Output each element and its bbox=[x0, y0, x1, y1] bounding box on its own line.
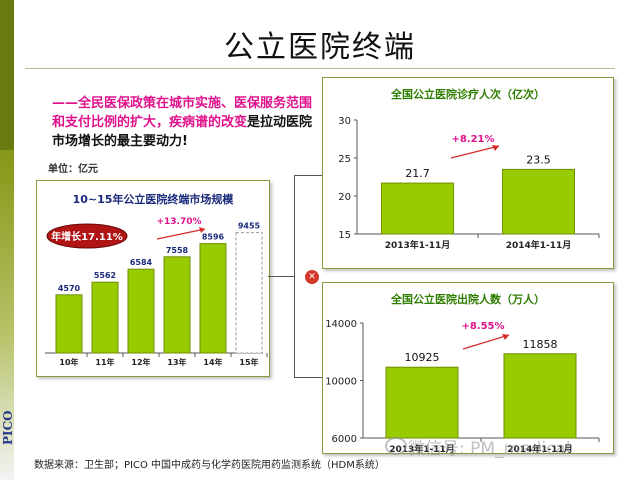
bar-12年 bbox=[127, 268, 155, 354]
bar-2013年1-11月 bbox=[385, 366, 459, 439]
connector-bottom bbox=[294, 377, 322, 378]
growth-annotation: +8.55% bbox=[461, 321, 504, 332]
intro-black: 是拉动医院市场增长的最主要动力! bbox=[52, 115, 313, 149]
pico-logo: PICO bbox=[1, 410, 15, 445]
y-tick-label-6000: 6000 bbox=[332, 434, 357, 445]
data-label-2014年1-11月: 11858 bbox=[523, 338, 558, 351]
bar-2013年1-11月 bbox=[381, 182, 454, 235]
data-label-2013年1-11月: 10925 bbox=[405, 351, 440, 364]
growth-annotation: +13.70% bbox=[156, 217, 201, 227]
growth-arrowhead bbox=[502, 334, 509, 340]
intro-text: ——全民医保政策在城市实施、医保服务范围和支付比例的扩大，疾病谱的改变是拉动医院… bbox=[52, 94, 317, 151]
data-label-10年: 4570 bbox=[58, 284, 81, 293]
intro-pink: ——全民医保政策在城市实施、医保服务范围和支付比例的扩大，疾病谱的改变 bbox=[52, 96, 313, 130]
source-note: 数据来源：卫生部；PICO 中国中成药与化学药医院用药监测系统（HDM系统） bbox=[34, 460, 385, 471]
growth-arrow bbox=[156, 228, 206, 240]
tick-label-13年: 13年 bbox=[167, 357, 186, 367]
bar-13年 bbox=[163, 256, 191, 354]
tick-label-2013年1-11月: 2013年1-11月 bbox=[385, 239, 451, 251]
growth-badge bbox=[46, 223, 128, 249]
bar-15年 bbox=[235, 232, 263, 354]
connector-v bbox=[294, 175, 295, 377]
unit-label: 单位：亿元 bbox=[48, 164, 98, 175]
chart-title: 全国公立医院出院人数（万人） bbox=[390, 292, 545, 306]
bar-2014年1-11月 bbox=[503, 353, 577, 439]
y-tick-label-25: 25 bbox=[338, 154, 351, 165]
connector-top bbox=[294, 175, 322, 176]
data-label-2013年1-11月: 21.7 bbox=[405, 167, 430, 180]
bar-11年 bbox=[91, 281, 119, 354]
growth-arrow bbox=[450, 145, 500, 159]
data-label-13年: 7558 bbox=[166, 246, 189, 255]
y-tick-label-20: 20 bbox=[338, 192, 351, 203]
watermark: 微信号: PM_medical bbox=[408, 439, 571, 459]
market-size-panel: 10~15年公立医院终端市场规模 4570 10年 5562 11年 6584 12年 755… bbox=[36, 180, 270, 377]
discharge-panel: 全国公立医院出院人数（万人） 6000 10000 14000 10925 2013年1-… bbox=[322, 282, 614, 455]
chart-title: 全国公立医院诊疗人次（亿次） bbox=[390, 87, 545, 101]
tick-label-14年: 14年 bbox=[203, 357, 222, 367]
data-label-11年: 5562 bbox=[94, 271, 116, 280]
close-icon: ✕ bbox=[305, 270, 319, 284]
slide-title: 公立医院终端 bbox=[224, 30, 416, 65]
bar-10年 bbox=[55, 294, 83, 354]
visits-chart: 全国公立医院诊疗人次（亿次） 15 20 25 30 21.7 2013年1-11月 23.5… bbox=[338, 87, 600, 251]
tick-label-10年: 10年 bbox=[59, 357, 78, 367]
market-size-chart: 10~15年公立医院终端市场规模 4570 10年 5562 11年 6584 12年 755… bbox=[45, 192, 268, 367]
growth-arrowhead bbox=[199, 227, 205, 233]
data-label-2014年1-11月: 23.5 bbox=[526, 153, 551, 166]
discharge-chart: 全国公立医院出院人数（万人）60001000014000109252013年1-… bbox=[325, 292, 600, 455]
growth-badge-label: 年增长17.11% bbox=[51, 230, 123, 243]
wechat-icon bbox=[385, 437, 407, 455]
growth-annotation: +8.21% bbox=[451, 134, 494, 145]
bar-2014年1-11月 bbox=[502, 168, 575, 235]
tick-label-2014年1-11月: 2014年1-11月 bbox=[506, 239, 572, 251]
tick-label-15年: 15年 bbox=[239, 357, 258, 367]
y-tick-label-10000: 10000 bbox=[325, 377, 357, 388]
growth-arrow bbox=[462, 334, 510, 350]
data-label-14年: 8596 bbox=[202, 233, 225, 242]
title-divider bbox=[25, 68, 615, 69]
chart-title: 10~15年公立医院终端市场规模 bbox=[73, 192, 235, 206]
y-tick-label-15: 15 bbox=[338, 230, 351, 241]
data-label-12年: 6584 bbox=[130, 258, 153, 267]
visits-panel: 全国公立医院诊疗人次（亿次） 15 20 25 30 21.7 2013年1-11月 23.5… bbox=[322, 77, 614, 269]
left-decor-strip-top bbox=[0, 0, 14, 150]
tick-label-2014年1-11月: 2014年1-11月 bbox=[507, 443, 573, 453]
growth-arrowhead bbox=[492, 145, 499, 151]
y-tick-label-30: 30 bbox=[338, 116, 351, 127]
tick-label-11年: 11年 bbox=[95, 357, 114, 367]
connector-h bbox=[268, 276, 294, 277]
tick-label-12年: 12年 bbox=[131, 357, 150, 367]
bar-14年 bbox=[199, 243, 227, 354]
y-tick-label-14000: 14000 bbox=[325, 319, 357, 330]
data-label-15年: 9455 bbox=[238, 222, 261, 231]
